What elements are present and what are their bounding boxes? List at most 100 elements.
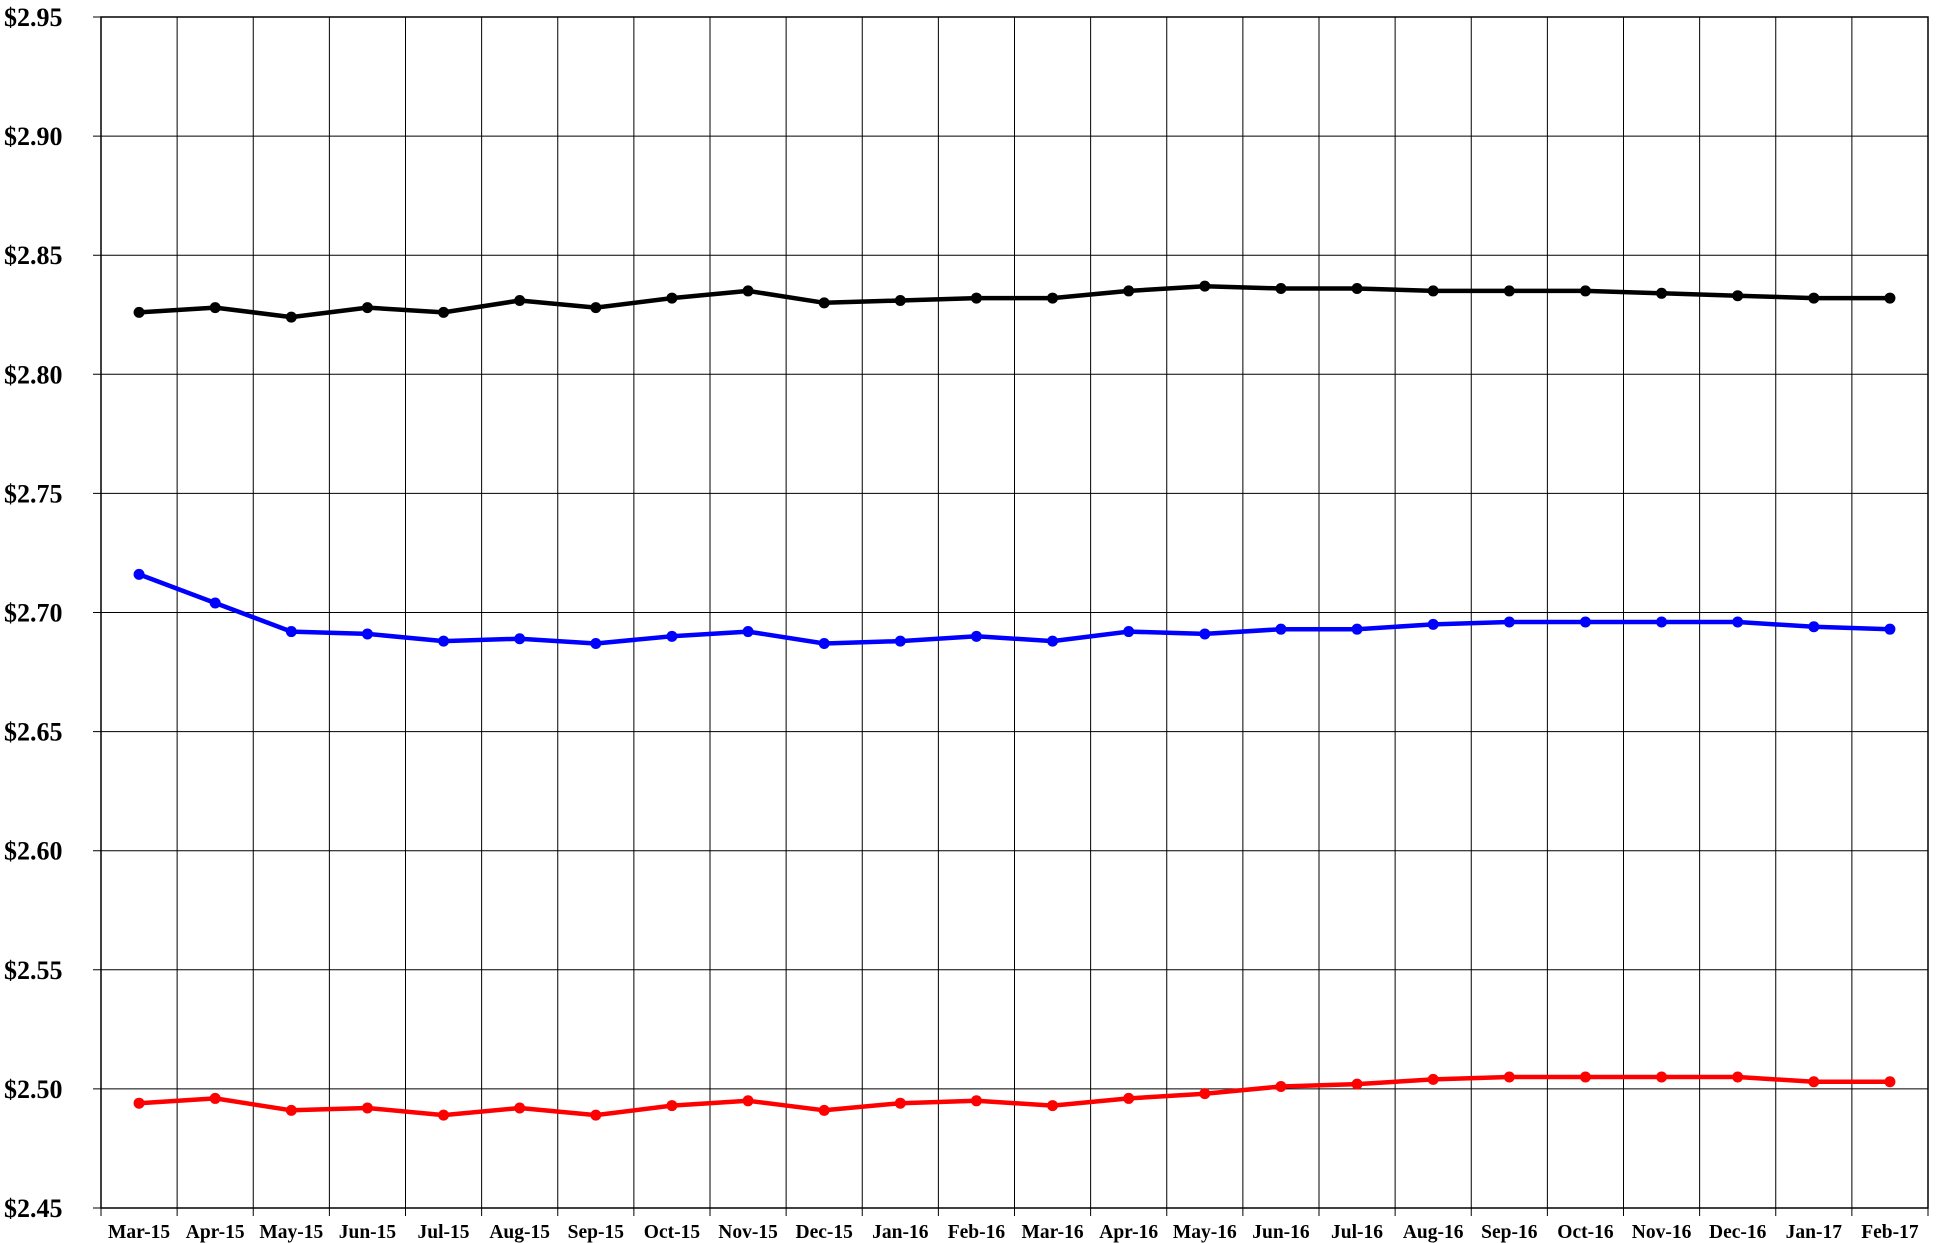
data-point (970, 292, 982, 304)
data-point (818, 637, 830, 649)
series-1 (133, 568, 1896, 649)
data-point (285, 626, 297, 638)
data-point (894, 635, 906, 647)
data-point (1808, 621, 1820, 633)
data-point (1427, 285, 1439, 297)
data-point (1884, 623, 1896, 635)
y-tick-label: $2.70 (4, 599, 63, 628)
data-point (1351, 283, 1363, 295)
data-point (666, 1100, 678, 1112)
data-point (1199, 1088, 1211, 1100)
data-point (1047, 292, 1059, 304)
series-0 (133, 280, 1896, 323)
data-point (1808, 1076, 1820, 1088)
y-tick-label: $2.95 (4, 3, 63, 32)
x-tick-label: May-15 (259, 1222, 323, 1243)
data-point (742, 1095, 754, 1107)
x-tick-label: Oct-15 (644, 1222, 701, 1243)
series-2 (133, 1071, 1896, 1121)
grid-lines (93, 16, 1929, 1216)
series-line (138, 1074, 1890, 1118)
data-point (1427, 618, 1439, 630)
data-point (361, 302, 373, 314)
x-tick-label: Feb-16 (948, 1222, 1006, 1243)
y-tick-label: $2.65 (4, 718, 63, 747)
data-point (1275, 623, 1287, 635)
data-point (209, 1092, 221, 1104)
data-point (894, 294, 906, 306)
x-tick-label: Apr-16 (1099, 1222, 1158, 1243)
data-point (818, 297, 830, 309)
data-point (590, 1109, 602, 1121)
data-point (1047, 1100, 1059, 1112)
y-tick-label: $2.55 (4, 956, 63, 985)
data-point (666, 630, 678, 642)
data-point (1199, 628, 1211, 640)
data-point (1123, 285, 1135, 297)
data-point (1427, 1073, 1439, 1085)
data-point (1275, 283, 1287, 295)
y-tick-label: $2.90 (4, 122, 63, 151)
data-point (590, 302, 602, 314)
data-point (1503, 1071, 1515, 1083)
series-group (133, 280, 1896, 1121)
data-point (1047, 635, 1059, 647)
data-point (514, 1102, 526, 1114)
data-point (285, 1104, 297, 1116)
data-point (438, 1109, 450, 1121)
x-tick-label: Feb-17 (1861, 1222, 1919, 1243)
x-tick-label: Nov-16 (1632, 1222, 1692, 1243)
data-point (133, 1097, 145, 1109)
x-tick-label: Jul-15 (418, 1222, 470, 1243)
data-point (1199, 280, 1211, 292)
data-point (1275, 1081, 1287, 1093)
x-tick-label: Jan-17 (1786, 1222, 1843, 1243)
y-axis-ticks: $2.45 $2.50 $2.55 $2.60 $2.65 $2.70 $2.75 $2.80… (4, 3, 63, 1223)
x-tick-label: Nov-15 (718, 1222, 778, 1243)
x-tick-label: Jan-16 (872, 1222, 929, 1243)
data-point (514, 633, 526, 645)
data-point (1503, 616, 1515, 628)
data-point (1732, 290, 1744, 302)
data-point (1656, 287, 1668, 299)
data-point (133, 568, 145, 580)
data-point (1503, 285, 1515, 297)
x-tick-label: Mar-15 (108, 1222, 170, 1243)
data-point (209, 597, 221, 609)
data-point (1351, 623, 1363, 635)
y-tick-label: $2.75 (4, 479, 63, 508)
series-line (138, 572, 1890, 646)
data-point (818, 1104, 830, 1116)
plot-frame (100, 16, 1929, 1209)
data-point (1123, 1092, 1135, 1104)
data-point (1579, 616, 1591, 628)
data-point (285, 311, 297, 323)
data-point (1656, 1071, 1668, 1083)
x-tick-label: Dec-15 (795, 1222, 853, 1243)
data-point (133, 306, 145, 318)
y-tick-label: $2.80 (4, 360, 63, 389)
data-point (590, 637, 602, 649)
series-line (138, 283, 1890, 320)
data-point (970, 630, 982, 642)
x-tick-label: Dec-16 (1709, 1222, 1767, 1243)
data-point (666, 292, 678, 304)
data-point (1351, 1078, 1363, 1090)
x-tick-label: Jul-16 (1331, 1222, 1383, 1243)
x-tick-label: Apr-15 (186, 1222, 245, 1243)
x-tick-label: Jun-15 (339, 1222, 397, 1243)
data-point (1732, 616, 1744, 628)
y-tick-label: $2.85 (4, 241, 63, 270)
x-tick-label: Sep-15 (568, 1222, 625, 1243)
data-point (1579, 1071, 1591, 1083)
data-point (1123, 626, 1135, 638)
x-axis-ticks: Mar-15 Apr-15 May-15 Jun-15 Jul-15 Aug-15 Sep-… (108, 1222, 1919, 1243)
data-point (438, 635, 450, 647)
data-point (1808, 292, 1820, 304)
y-tick-label: $2.60 (4, 837, 63, 866)
x-tick-label: Jun-16 (1252, 1222, 1310, 1243)
x-tick-label: Oct-16 (1557, 1222, 1614, 1243)
data-point (438, 306, 450, 318)
data-point (970, 1095, 982, 1107)
